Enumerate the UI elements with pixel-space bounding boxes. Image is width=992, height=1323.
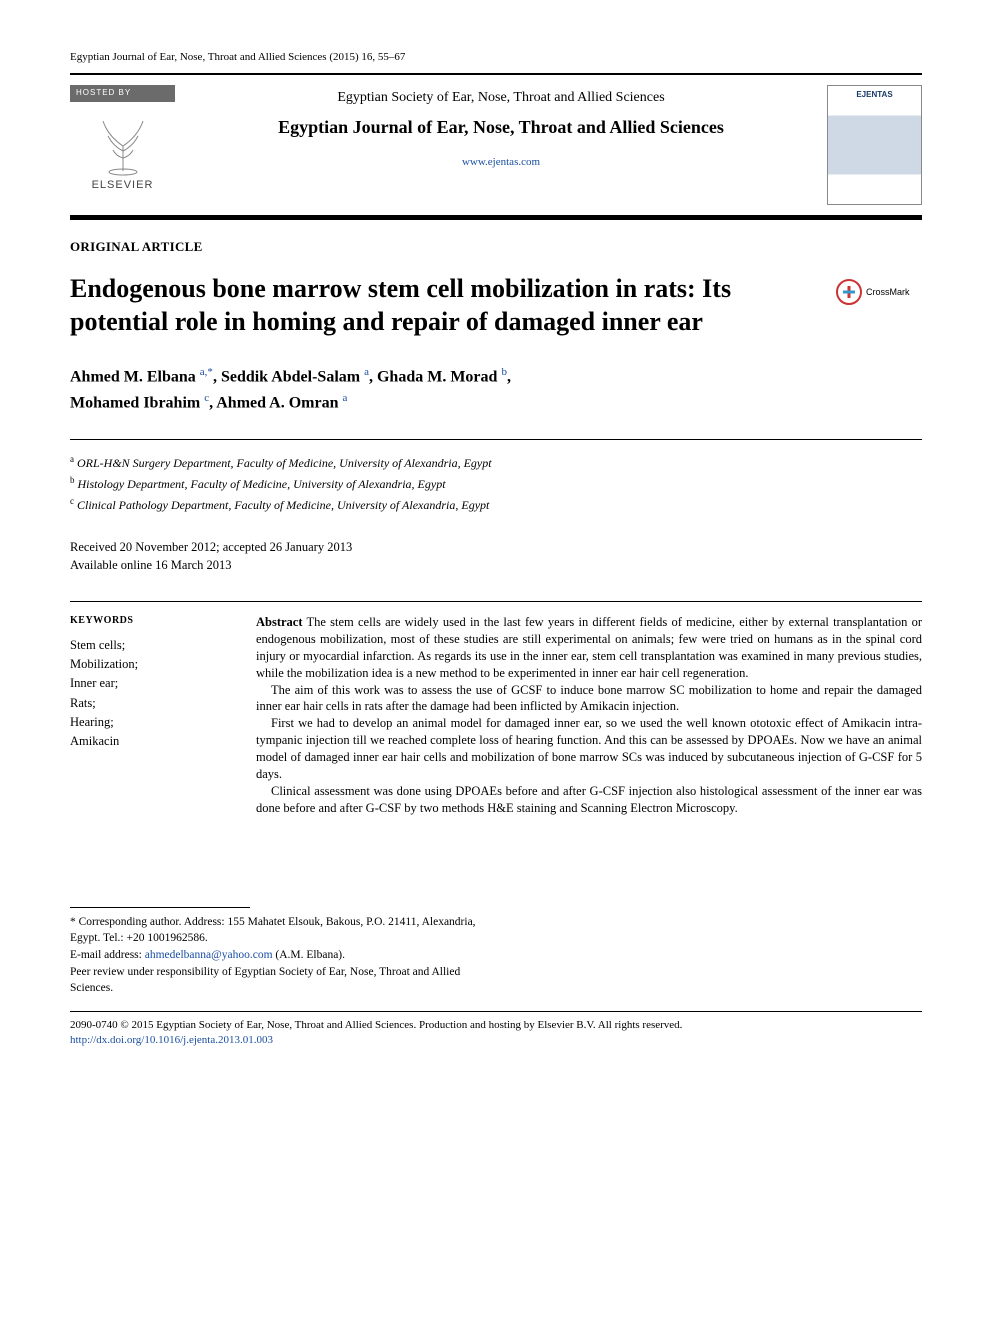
affiliation-a: ORL-H&N Surgery Department, Faculty of M…	[77, 456, 492, 470]
article-title: Endogenous bone marrow stem cell mobiliz…	[70, 273, 816, 338]
abstract-p1: The stem cells are widely used in the la…	[256, 615, 922, 680]
keyword: Inner ear;	[70, 674, 220, 693]
abstract-row: KEYWORDS Stem cells; Mobilization; Inner…	[70, 614, 922, 817]
received-accepted: Received 20 November 2012; accepted 26 J…	[70, 538, 922, 557]
authors: Ahmed M. Elbana a,*, Seddik Abdel-Salam …	[70, 364, 922, 415]
journal-name: Egyptian Journal of Ear, Nose, Throat an…	[193, 116, 809, 139]
hosted-by-box: HOSTED BY ELSEVIER	[70, 85, 175, 197]
keywords-column: KEYWORDS Stem cells; Mobilization; Inner…	[70, 614, 220, 817]
elsevier-logo: ELSEVIER	[70, 102, 175, 197]
abstract-label: Abstract	[256, 615, 303, 629]
author-1-affil[interactable]: a,*	[200, 366, 213, 378]
running-head: Egyptian Journal of Ear, Nose, Throat an…	[70, 50, 922, 65]
keyword: Stem cells;	[70, 636, 220, 655]
heavy-rule	[70, 215, 922, 220]
keywords-heading: KEYWORDS	[70, 614, 220, 628]
journal-block: Egyptian Society of Ear, Nose, Throat an…	[193, 85, 809, 170]
abstract-p4: Clinical assessment was done using DPOAE…	[256, 783, 922, 817]
peer-review-note: Peer review under responsibility of Egyp…	[70, 964, 490, 997]
elsevier-wordmark: ELSEVIER	[92, 178, 154, 193]
affiliation-b: Histology Department, Faculty of Medicin…	[78, 477, 446, 491]
top-rule	[70, 73, 922, 75]
cover-label: EJENTAS	[828, 90, 921, 101]
abstract-top-rule	[70, 601, 922, 602]
available-online: Available online 16 March 2013	[70, 556, 922, 575]
affiliation-c: Clinical Pathology Department, Faculty o…	[77, 498, 489, 512]
abstract-column: Abstract The stem cells are widely used …	[256, 614, 922, 817]
footnotes: * Corresponding author. Address: 155 Mah…	[70, 914, 490, 997]
doi-link[interactable]: http://dx.doi.org/10.1016/j.ejenta.2013.…	[70, 1034, 273, 1046]
author-5-affil[interactable]: a	[342, 392, 347, 404]
author-4: Mohamed Ibrahim	[70, 394, 204, 411]
keyword: Mobilization;	[70, 655, 220, 674]
article-dates: Received 20 November 2012; accepted 26 J…	[70, 538, 922, 576]
email-label: E-mail address:	[70, 949, 145, 961]
crossmark-icon	[836, 279, 862, 305]
masthead: HOSTED BY ELSEVIER Egyptian Society of E…	[70, 85, 922, 205]
keyword: Amikacin	[70, 732, 220, 751]
keyword: Rats;	[70, 694, 220, 713]
journal-url[interactable]: www.ejentas.com	[462, 156, 540, 168]
author-email[interactable]: ahmedelbanna@yahoo.com	[145, 949, 273, 961]
keywords-list: Stem cells; Mobilization; Inner ear; Rat…	[70, 636, 220, 752]
keyword: Hearing;	[70, 713, 220, 732]
bottom-rule	[70, 1011, 922, 1012]
abstract-p2: The aim of this work was to assess the u…	[256, 682, 922, 716]
author-rule	[70, 439, 922, 440]
footnote-rule	[70, 907, 250, 908]
journal-cover-thumbnail: EJENTAS	[827, 85, 922, 205]
crossmark-badge[interactable]: CrossMark	[836, 279, 922, 305]
issn-copyright: 2090-0740 © 2015 Egyptian Society of Ear…	[70, 1018, 922, 1033]
affiliations: a ORL-H&N Surgery Department, Faculty of…	[70, 452, 922, 516]
article-type: ORIGINAL ARTICLE	[70, 238, 922, 256]
crossmark-label: CrossMark	[866, 286, 910, 298]
copyright-block: 2090-0740 © 2015 Egyptian Society of Ear…	[70, 1018, 922, 1049]
abstract-p3: First we had to develop an animal model …	[256, 715, 922, 783]
author-1: Ahmed M. Elbana	[70, 369, 200, 386]
email-tail: (A.M. Elbana).	[273, 949, 346, 961]
corresponding-author: * Corresponding author. Address: 155 Mah…	[70, 914, 490, 947]
society-name: Egyptian Society of Ear, Nose, Throat an…	[193, 89, 809, 108]
hosted-by-label: HOSTED BY	[70, 85, 175, 102]
